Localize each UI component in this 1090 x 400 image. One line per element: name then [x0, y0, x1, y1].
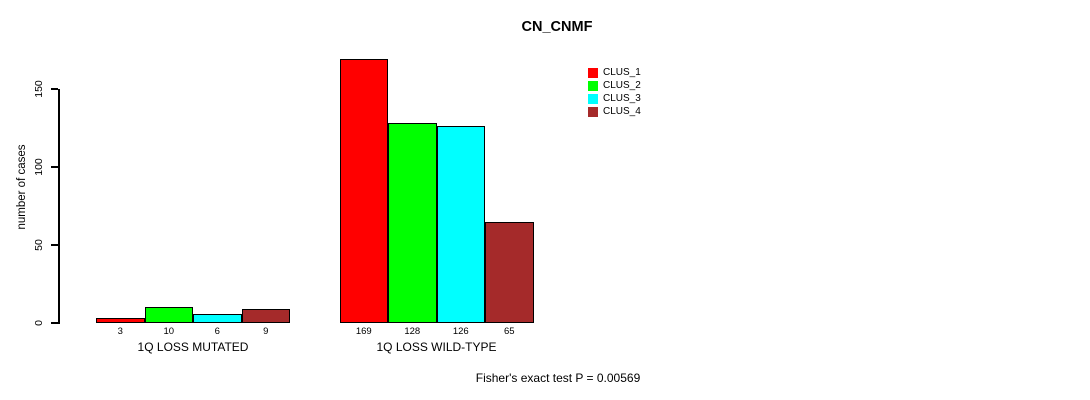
y-axis-tick	[51, 244, 58, 246]
legend-swatch-icon	[588, 80, 598, 91]
bar-clus_3	[436, 126, 485, 323]
legend-item-clus_3: CLUS_3	[588, 92, 641, 105]
y-axis-line	[58, 88, 60, 324]
bar-clus_2	[388, 123, 437, 323]
y-axis-tick-label: 150	[33, 80, 45, 98]
y-axis-tick	[51, 322, 58, 324]
bar-value-label: 169	[355, 326, 372, 337]
bar-value-label: 6	[214, 326, 220, 337]
bar-value-label: 128	[404, 326, 421, 337]
x-axis-group-label: 1Q LOSS WILD-TYPE	[376, 340, 497, 354]
chart-title: CN_CNMF	[521, 19, 593, 35]
legend: CLUS_1 CLUS_2 CLUS_3 CLUS_4	[588, 66, 641, 118]
bar-value-label: 126	[452, 326, 469, 337]
bar-clus_1	[339, 59, 388, 323]
y-axis-label: number of cases	[16, 144, 28, 230]
legend-swatch-icon	[588, 93, 598, 104]
bar-clus_4	[485, 222, 534, 323]
legend-item-label: CLUS_3	[603, 92, 641, 104]
pvalue-annotation: Fisher's exact test P = 0.00569	[475, 371, 641, 385]
legend-item-clus_1: CLUS_1	[588, 66, 641, 79]
legend-swatch-icon	[588, 67, 598, 78]
bar-clus_2	[144, 307, 193, 323]
bar-clus_1	[96, 318, 145, 323]
bar-value-label: 10	[163, 326, 175, 337]
legend-item-clus_4: CLUS_4	[588, 105, 641, 118]
bar-value-label: 65	[503, 326, 515, 337]
y-axis-tick	[51, 88, 58, 90]
bar-clus_3	[193, 314, 242, 323]
y-axis-tick-label: 100	[33, 158, 45, 176]
y-axis-tick-label: 0	[33, 320, 45, 326]
legend-item-clus_2: CLUS_2	[588, 79, 641, 92]
y-axis-tick-label: 50	[33, 239, 45, 251]
bar-clus_4	[241, 309, 290, 323]
legend-item-label: CLUS_1	[603, 66, 641, 78]
legend-item-label: CLUS_2	[603, 79, 641, 91]
y-axis-tick	[51, 166, 58, 168]
legend-item-label: CLUS_4	[603, 105, 641, 117]
bar-value-label: 3	[117, 326, 123, 337]
x-axis-group-label: 1Q LOSS MUTATED	[137, 340, 249, 354]
legend-swatch-icon	[588, 106, 598, 117]
bar-value-label: 9	[263, 326, 269, 337]
